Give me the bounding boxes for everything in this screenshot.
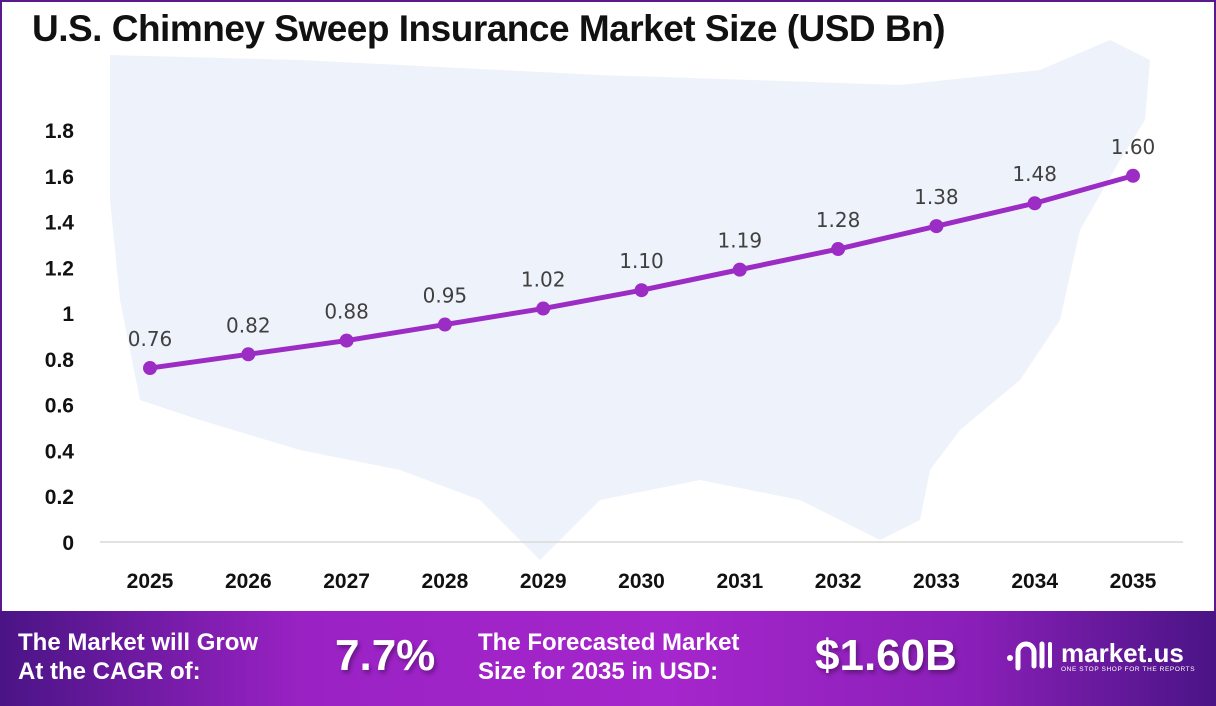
x-tick-label: 2033 (913, 570, 960, 593)
y-tick-label: 1.2 (45, 257, 74, 280)
chart-title: U.S. Chimney Sweep Insurance Market Size… (32, 8, 946, 49)
y-tick-label: 0.4 (45, 440, 75, 463)
market-us-logo: market.us ONE STOP SHOP FOR THE REPORTS (1005, 636, 1195, 676)
data-point (1126, 168, 1140, 183)
line-chart: 0 0.2 0.4 0.6 0.8 1 1.2 1.4 1.6 1.8 2025 2026 2027 2… (45, 40, 1183, 593)
data-point (143, 361, 157, 376)
data-label: 1.10 (619, 249, 664, 273)
us-map-silhouette (110, 40, 1150, 560)
data-label: 0.76 (128, 327, 173, 351)
data-label: 1.38 (914, 185, 959, 209)
data-point (1027, 196, 1042, 211)
footer-banner: The Market will Grow At the CAGR of: 7.7… (0, 611, 1216, 706)
data-point (437, 317, 452, 332)
x-tick-label: 2034 (1011, 570, 1058, 593)
data-point (339, 333, 354, 348)
x-tick-label: 2029 (520, 570, 567, 593)
forecast-label-line2: Size for 2035 in USD: (478, 658, 719, 685)
data-label: 0.95 (423, 284, 468, 308)
forecast-label: The Forecasted Market Size for 2035 in U… (478, 628, 739, 686)
x-tick-label: 2031 (716, 570, 763, 593)
data-label: 0.88 (324, 300, 369, 324)
cagr-label-line1: The Market will Grow (18, 629, 259, 656)
data-label: 1.48 (1012, 162, 1057, 186)
logo-name: market.us (1061, 637, 1184, 668)
y-tick-label: 0 (62, 532, 74, 555)
x-tick-label: 2032 (815, 570, 862, 593)
x-tick-label: 2026 (225, 570, 272, 593)
data-point (241, 347, 256, 362)
data-label: 0.82 (226, 313, 271, 337)
data-point (831, 242, 846, 257)
y-tick-label: 0.8 (45, 349, 75, 372)
y-tick-label: 0.6 (45, 395, 74, 418)
data-label: 1.60 (1111, 135, 1156, 159)
x-tick-label: 2028 (422, 570, 469, 593)
data-label: 1.02 (521, 268, 566, 292)
x-tick-label: 2035 (1110, 570, 1157, 593)
data-point (634, 283, 649, 298)
y-tick-label: 1.4 (45, 212, 75, 235)
logo-tagline: ONE STOP SHOP FOR THE REPORTS (1061, 665, 1196, 673)
forecast-label-line1: The Forecasted Market (478, 629, 740, 656)
data-label: 1.28 (816, 208, 861, 232)
x-tick-label: 2030 (618, 570, 665, 593)
forecast-value: $1.60B (815, 631, 957, 680)
data-point (929, 219, 944, 234)
data-point (732, 262, 747, 277)
market-us-logo-icon (1007, 641, 1052, 671)
data-label: 1.19 (718, 229, 763, 253)
x-tick-label: 2027 (323, 570, 370, 593)
cagr-label-line2: At the CAGR of: (18, 658, 201, 685)
cagr-label: The Market will Grow At the CAGR of: (18, 628, 258, 686)
cagr-value: 7.7% (335, 631, 436, 680)
y-tick-label: 0.2 (45, 486, 74, 509)
y-tick-label: 1.6 (45, 166, 74, 189)
data-point (536, 301, 551, 316)
y-tick-label: 1.8 (45, 120, 75, 143)
x-tick-label: 2025 (127, 570, 174, 593)
y-tick-label: 1 (62, 303, 74, 326)
